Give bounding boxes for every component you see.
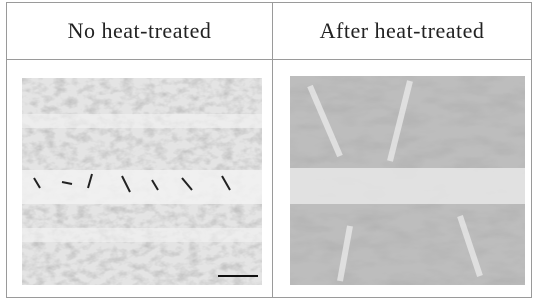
column-header: No heat-treated	[7, 3, 272, 59]
column-divider	[272, 3, 273, 297]
row-divider	[7, 59, 531, 60]
column-header: After heat-treated	[273, 3, 531, 59]
page: No heat-treated After heat-treated (() =…	[0, 0, 539, 301]
micrograph-treated	[290, 76, 525, 285]
micrograph-untreated	[22, 78, 262, 285]
